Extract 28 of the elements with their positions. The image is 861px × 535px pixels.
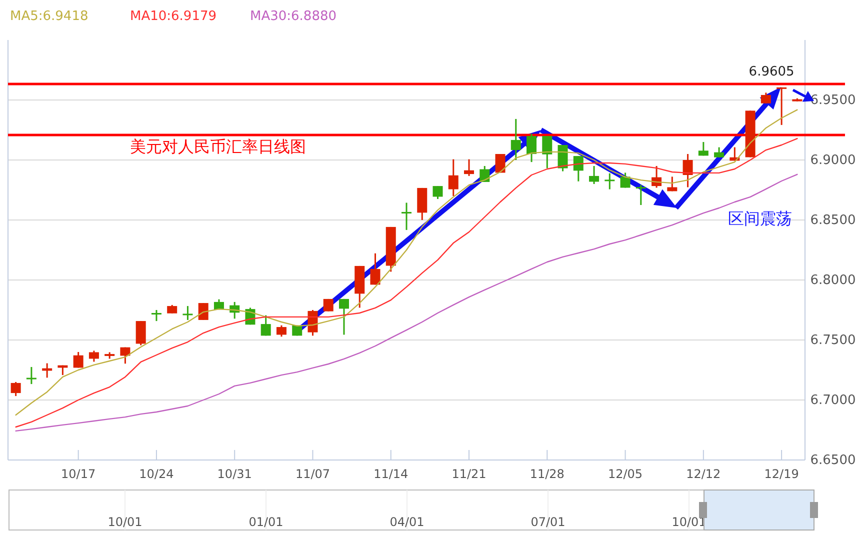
x-tick-label: 12/05: [608, 467, 643, 481]
category-label: 01/01: [248, 515, 284, 529]
category-label: 07/01: [530, 515, 566, 529]
x-tick-label: 11/07: [295, 467, 330, 481]
annotation: 6.9605: [748, 64, 794, 80]
text: MA5:6.9418: [10, 9, 88, 24]
category-label: 04/01: [390, 515, 424, 529]
x-tick-label: 12/12: [686, 467, 721, 481]
x-tick-label: 10/31: [217, 467, 252, 481]
y-tick-label: 6.7500: [810, 333, 856, 348]
y-tick-label: 6.8500: [810, 213, 856, 228]
y-tick-label: 6.8000: [810, 273, 856, 288]
category-label: 10/01: [108, 515, 142, 529]
y-tick-label: 6.9500: [810, 93, 856, 108]
text: MA30:6.8880: [250, 9, 337, 24]
y-tick-label: 6.7000: [810, 393, 856, 408]
x-tick-label: 12/19: [764, 467, 799, 481]
x-tick-label: 10/17: [61, 467, 96, 481]
annotation: 区间震荡: [728, 209, 792, 228]
x-tick-label: 11/28: [530, 467, 564, 481]
text: 美元对人民币汇率日线图: [130, 137, 306, 156]
x-tick-label: 10/24: [139, 467, 174, 481]
y-tick-label: 6.6500: [810, 453, 856, 468]
x-tick-label: 11/21: [452, 467, 486, 481]
category-label: 10/01: [672, 515, 706, 529]
x-tick-label: 11/14: [374, 467, 408, 481]
y-tick-label: 6.9000: [810, 153, 856, 168]
text: MA10:6.9179: [130, 9, 217, 24]
